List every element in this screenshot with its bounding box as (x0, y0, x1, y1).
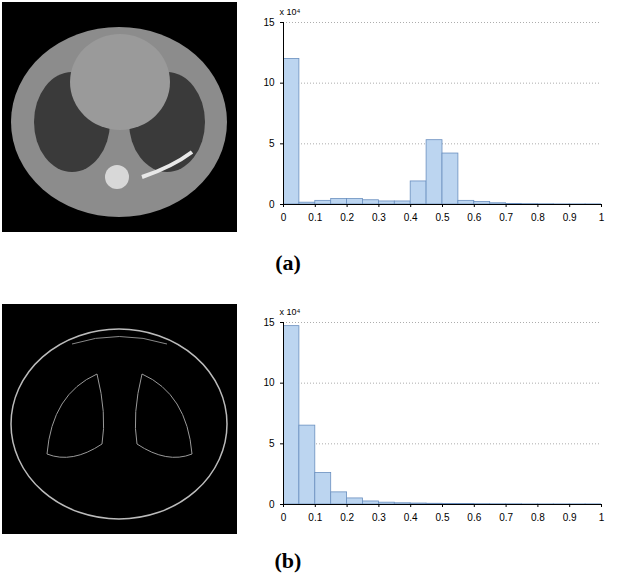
svg-text:0.1: 0.1 (308, 212, 322, 223)
svg-text:0: 0 (281, 212, 287, 223)
svg-text:x 10⁴: x 10⁴ (280, 307, 301, 317)
svg-text:0.2: 0.2 (340, 512, 354, 523)
svg-text:5: 5 (269, 138, 275, 149)
svg-text:0.2: 0.2 (340, 212, 354, 223)
svg-text:0.3: 0.3 (372, 212, 386, 223)
svg-text:0.5: 0.5 (436, 212, 450, 223)
svg-text:0.6: 0.6 (467, 212, 481, 223)
svg-text:0.4: 0.4 (404, 212, 418, 223)
svg-text:0.9: 0.9 (563, 212, 577, 223)
svg-text:0.4: 0.4 (404, 512, 418, 523)
svg-text:5: 5 (269, 438, 275, 449)
svg-text:0.5: 0.5 (436, 512, 450, 523)
html-text:(a): (a) (275, 250, 301, 275)
svg-text:0.9: 0.9 (563, 512, 577, 523)
svg-text:0: 0 (281, 512, 287, 523)
svg-text:0.3: 0.3 (372, 512, 386, 523)
svg-text:0: 0 (269, 499, 275, 510)
svg-text:0.6: 0.6 (467, 512, 481, 523)
svg-text:10: 10 (263, 77, 275, 88)
svg-text:0.8: 0.8 (531, 512, 545, 523)
svg-text:0: 0 (269, 199, 275, 210)
svg-text:10: 10 (263, 377, 275, 388)
svg-text:15: 15 (263, 317, 275, 328)
svg-text:15: 15 (263, 17, 275, 28)
svg-text:0.7: 0.7 (499, 212, 513, 223)
svg-text:0.7: 0.7 (499, 512, 513, 523)
svg-text:1: 1 (599, 212, 605, 223)
svg-text:x 10⁴: x 10⁴ (280, 7, 301, 17)
svg-text:0.1: 0.1 (308, 512, 322, 523)
html-text:(b): (b) (274, 548, 302, 573)
svg-text:1: 1 (599, 512, 605, 523)
svg-text:0.8: 0.8 (531, 212, 545, 223)
